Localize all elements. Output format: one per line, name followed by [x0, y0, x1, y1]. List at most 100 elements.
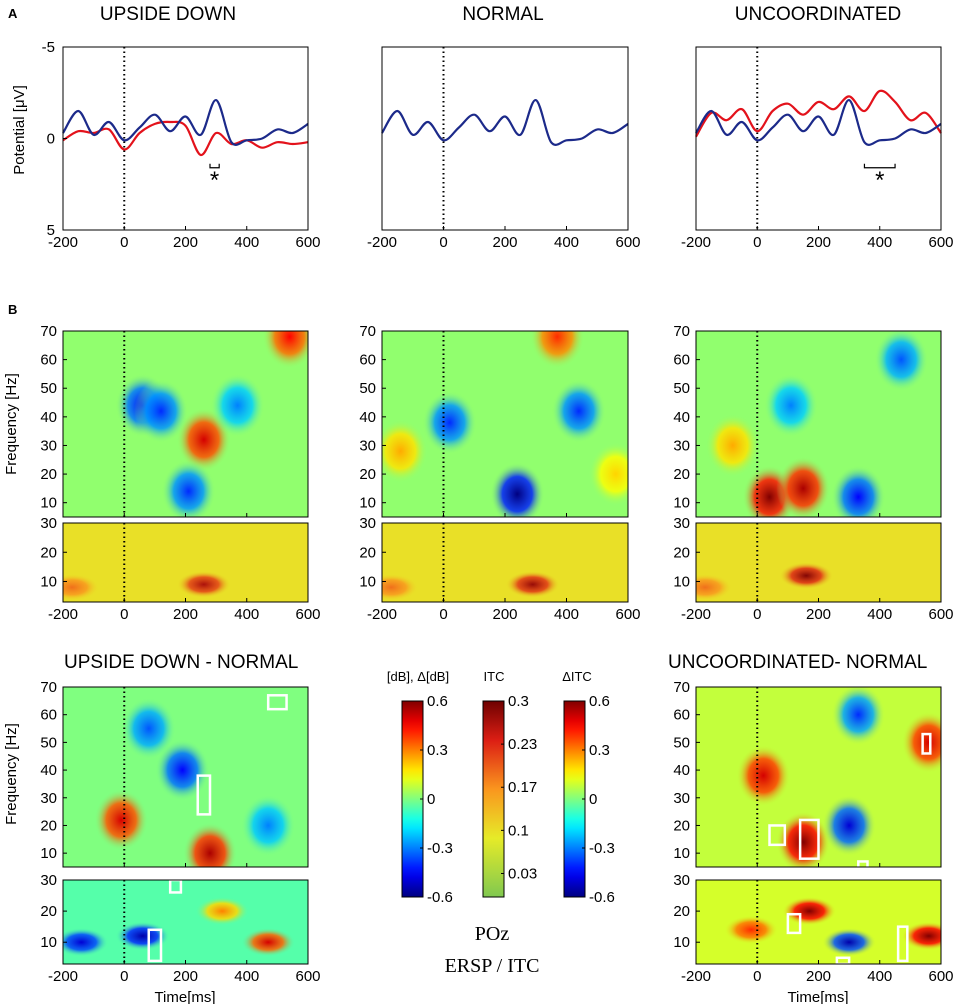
- ersp-blob: [161, 459, 216, 517]
- ersp-ytick-label: 20: [40, 466, 57, 483]
- itc-blob: [505, 571, 560, 598]
- title-normal: NORMAL: [462, 4, 543, 25]
- diff-ersp-upside-blob: [183, 822, 237, 867]
- diff-ersp-uncoord-ytick-label: 50: [673, 734, 690, 751]
- panel-b-label: B: [8, 302, 17, 317]
- ersp-ytick-label: 10: [359, 495, 376, 512]
- ersp-heatmap: [696, 331, 941, 517]
- itc-blob: [696, 573, 733, 601]
- itc-ytick-label: 10: [673, 574, 690, 591]
- ersp-ytick-label: 40: [673, 409, 690, 426]
- diff-itc-uncoord-blob: [901, 921, 941, 951]
- ersp-blob: [874, 331, 929, 392]
- diff-ersp-upside-blob: [121, 697, 176, 760]
- diff-itc-uncoord-ytick-label: 10: [673, 934, 690, 951]
- diff-ersp-upside-blob: [241, 794, 296, 857]
- diff-ersp-uncoord-blob: [831, 687, 886, 746]
- diff-itc-uncoord-xtick-label: 400: [867, 968, 892, 985]
- diff-ersp-upside-ytick-label: 10: [40, 845, 57, 862]
- ditc-colorbar-label: 0: [589, 791, 597, 808]
- diff-ersp-uncoord-significant-cluster: [798, 818, 820, 860]
- diff-ersp-uncoord-blob: [822, 794, 877, 857]
- itc-xtick-label: -200: [48, 606, 78, 623]
- erp-xtick-label: 0: [439, 234, 447, 251]
- erp-xtick-label: 200: [806, 234, 831, 251]
- tf-y-axis-label-row1: Frequency [Hz]: [3, 373, 20, 475]
- erp-xtick-label: -200: [367, 234, 397, 251]
- diff-itc-uncoord-heatmap: [696, 880, 941, 964]
- diff-itc-uncoord-blob: [822, 927, 877, 957]
- itc-xtick-label: 0: [753, 606, 761, 623]
- x-axis-label-left: Time[ms]: [154, 989, 215, 1004]
- ersp-ytick-label: 40: [359, 409, 376, 426]
- significance-bracket: [209, 163, 220, 169]
- itc-xtick-label: 200: [173, 606, 198, 623]
- ersp-blob: [262, 331, 308, 369]
- erp-xtick-label: 200: [173, 234, 198, 251]
- colorbar-ersp-title: [dB], Δ[dB]: [387, 669, 449, 684]
- itc-blob: [63, 573, 100, 601]
- diff-ersp-uncoord-blob: [736, 745, 791, 807]
- ersp-heatmap: [63, 331, 308, 517]
- diff-itc-upside-blob: [195, 896, 250, 926]
- itc-heatmap: [63, 523, 308, 602]
- erp-axes-frame: [695, 46, 942, 231]
- diff-ersp-uncoord-blob: [776, 811, 831, 867]
- diff-itc-uncoord-xtick-label: 0: [753, 968, 761, 985]
- title-uncoordinated: UNCOORDINATED: [735, 4, 901, 25]
- itc-ytick-label: 10: [359, 574, 376, 591]
- itc-blob: [176, 571, 231, 598]
- itc-xtick-label: 200: [492, 606, 517, 623]
- ersp-ytick-label: 70: [673, 323, 690, 340]
- diff-ersp-uncoord-significant-cluster: [857, 860, 869, 872]
- diff-itc-uncoord-significant-cluster: [786, 912, 802, 935]
- ditc-colorbar-label: 0.6: [589, 693, 610, 710]
- diff-ersp-upside-significant-cluster: [196, 774, 212, 816]
- itc-blob: [779, 562, 834, 590]
- title-upside-down: UPSIDE DOWN: [100, 4, 236, 25]
- diff-ersp-upside-heatmap: [63, 687, 308, 867]
- itc-ytick-label: 30: [40, 515, 57, 532]
- itc-xtick-label: 200: [806, 606, 831, 623]
- diff-ersp-uncoord-ytick-label: 70: [673, 679, 690, 696]
- diff-ersp-upside-ytick-label: 70: [40, 679, 57, 696]
- diff-itc-upside-ytick-label: 20: [40, 903, 57, 920]
- itc-xtick-label: 600: [928, 606, 953, 623]
- ersp-blob: [831, 465, 886, 517]
- itc-colorbar-label: 0.03: [508, 865, 537, 882]
- itc-xtick-label: -200: [681, 606, 711, 623]
- itc-ytick-label: 30: [673, 515, 690, 532]
- ersp-ytick-label: 60: [40, 352, 57, 369]
- ditc-colorbar-label: -0.6: [589, 889, 615, 906]
- title-uncoordinated-minus-normal: UNCOORDINATED- NORMAL: [668, 652, 927, 673]
- itc-colorbar-label: 0.17: [508, 779, 537, 796]
- ersp-blob: [134, 379, 188, 443]
- diff-itc-upside-xtick-label: 200: [173, 968, 198, 985]
- diff-ersp-uncoord-ytick-label: 30: [673, 790, 690, 807]
- erp-series-line-normal: [381, 98, 629, 146]
- colorbar-ditc-title: ΔITC: [562, 669, 592, 684]
- ersp-ytick-label: 60: [359, 352, 376, 369]
- diff-itc-upside-xtick-label: 0: [120, 968, 128, 985]
- diff-itc-upside-xtick-label: 600: [295, 968, 320, 985]
- erp-xtick-label: 0: [120, 234, 128, 251]
- ersp-ytick-label: 30: [673, 437, 690, 454]
- diff-ersp-uncoord-ytick-label: 20: [673, 817, 690, 834]
- ersp-colorbar-label: 0.6: [427, 693, 448, 710]
- diff-itc-upside-ytick-label: 30: [40, 872, 57, 889]
- diff-itc-uncoord-blob: [724, 915, 779, 945]
- erp-xtick-label: 200: [492, 234, 517, 251]
- itc-xtick-label: 400: [867, 606, 892, 623]
- itc-xtick-label: 600: [295, 606, 320, 623]
- diff-itc-upside-ytick-label: 10: [40, 934, 57, 951]
- ersp-ytick-label: 20: [673, 466, 690, 483]
- significance-bracket: [863, 163, 896, 169]
- itc-ytick-label: 20: [359, 544, 376, 561]
- ersp-ytick-label: 50: [673, 380, 690, 397]
- erp-xtick-label: 600: [615, 234, 640, 251]
- itc-background: [696, 523, 941, 602]
- diff-ersp-upside-blob: [94, 789, 149, 851]
- ersp-ytick-label: 30: [40, 437, 57, 454]
- ditc-colorbar-label: -0.3: [589, 840, 615, 857]
- ersp-blob: [210, 373, 265, 438]
